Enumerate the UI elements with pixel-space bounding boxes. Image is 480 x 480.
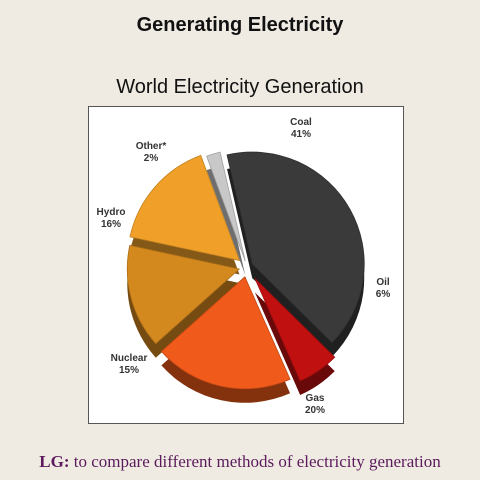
learning-goal: LG: to compare different methods of elec… [0,452,480,472]
pie-slice-side-other [206,166,246,276]
slice-label-gas: Gas [306,393,325,404]
chart-frame: Coal 41% Oil 6% Gas 20% Nuclear 15% Hydro 16% Othe… [88,106,404,424]
learning-goal-prefix: LG: [39,452,70,471]
pie-slice-oil [254,278,336,382]
pie-slice-nuclear [126,244,241,345]
slice-label-other: Other* [136,141,167,152]
pie-slice-gas [160,276,291,390]
slice-value-other: 2% [144,153,159,164]
pie-slice-other [206,151,246,262]
pie-slice-hydro [129,154,241,261]
chart-title: World Electricity Generation [116,76,364,98]
slice-label-hydro: Hydro [97,207,126,218]
slide-title: Generating Electricity [136,14,344,36]
learning-goal-text: to compare different methods of electric… [69,452,441,471]
pie-slice-coal [226,151,365,344]
slice-value-oil: 6% [376,289,391,300]
slice-value-coal: 41% [291,129,311,140]
slice-value-hydro: 16% [101,219,121,230]
slice-label-nuclear: Nuclear [111,353,148,364]
slice-label-coal: Coal [290,117,312,128]
slice-value-nuclear: 15% [119,365,139,376]
slice-value-gas: 20% [305,405,325,416]
slice-label-oil: Oil [376,277,390,288]
